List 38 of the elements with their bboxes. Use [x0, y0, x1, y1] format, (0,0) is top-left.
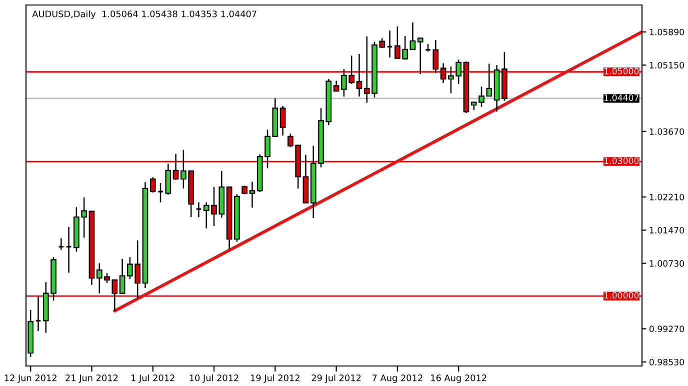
candlestick [432, 39, 439, 74]
y-tick-label: 1.01470 [650, 227, 684, 234]
candlestick [440, 62, 446, 84]
text: AUDUSD,Daily 1.05064 1.05438 1.04353 1.04407 [32, 10, 256, 20]
candlestick [66, 226, 72, 274]
candlestick [249, 181, 256, 208]
y-tick-label: 1.00730 [650, 260, 684, 267]
ref-line-label: 1.00000 [604, 292, 639, 299]
ref-line-label: 1.03000 [604, 157, 639, 164]
x-tick-label: 1 Jul 2012 [132, 374, 174, 383]
ref-line-label: 1.04407 [604, 94, 638, 101]
x-tick-label: 7 Aug 2012 [372, 374, 422, 383]
y-tick-label: 1.05890 [650, 28, 684, 36]
candlestick [410, 22, 416, 50]
y-tick-label: 0.98530 [650, 358, 684, 366]
x-tick-label: 12 Jun 2012 [4, 374, 56, 383]
x-tick-label: 16 Aug 2012 [431, 374, 486, 383]
y-tick-label: 1.02210 [650, 194, 684, 200]
y-tick-label: 1.03670 [650, 128, 684, 135]
candlestick [165, 163, 172, 196]
ref-line-label: 1.05000 [604, 68, 639, 74]
candlestick [172, 153, 179, 181]
x-tick-label: 29 Jul 2012 [312, 374, 361, 383]
y-tick-label: 1.05150 [650, 62, 684, 68]
candlestick [58, 238, 64, 250]
x-tick-label: 10 Jul 2012 [190, 374, 238, 383]
candlestick [35, 296, 42, 332]
x-tick-label: 19 Jul 2012 [250, 374, 300, 383]
candlestick [157, 182, 164, 203]
candlestick [119, 258, 126, 294]
y-tick-label: 0.99270 [650, 326, 684, 332]
candlestick [417, 37, 424, 75]
candlestick [150, 176, 156, 194]
candlestick [196, 202, 202, 218]
candlestick [356, 53, 362, 98]
candlestick [386, 30, 393, 58]
candlestick [280, 105, 286, 136]
x-tick-label: 21 Jun 2012 [66, 374, 118, 383]
